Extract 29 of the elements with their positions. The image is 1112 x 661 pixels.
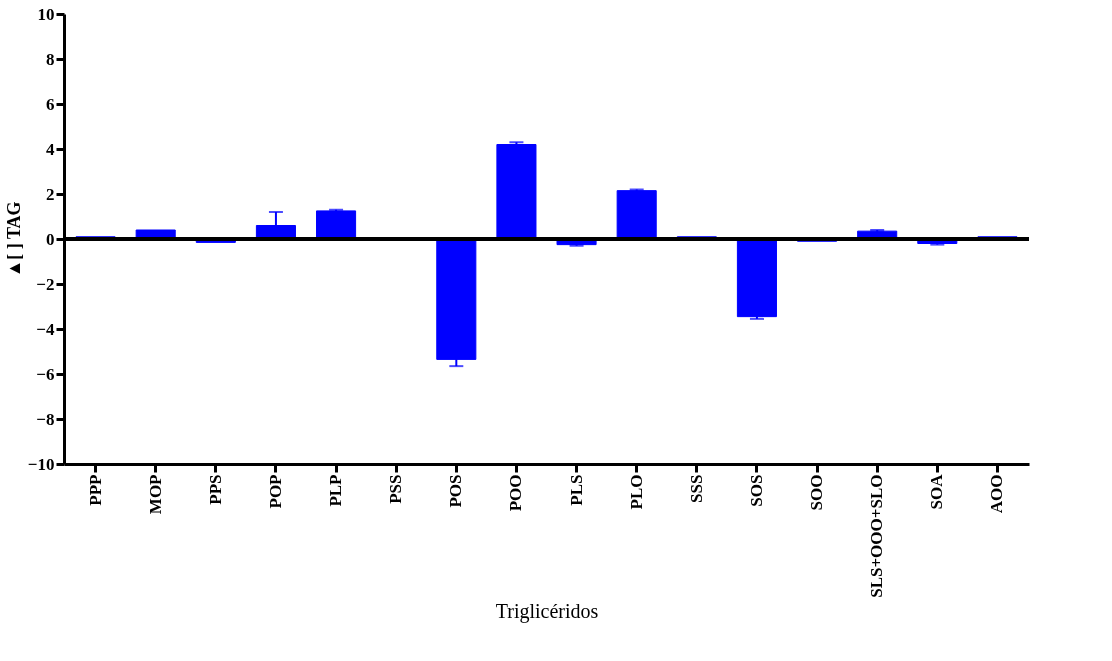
x-tick-label: POP [265,474,285,509]
y-tick-label: 6 [46,94,55,114]
x-tick-label: PPP [85,474,105,506]
y-tick-label: −10 [27,454,55,474]
x-tick-label: PPS [205,474,225,505]
x-tick-label: SOA [927,473,947,510]
x-tick-label: MOP [145,474,165,515]
y-tick-label: 8 [46,49,55,69]
y-tick-label: −8 [36,409,55,429]
x-tick-label: PLO [626,474,646,510]
y-tick-label: −6 [36,364,55,384]
y-axis-title: ▲[ ] TAG [3,201,24,278]
x-tick-label: AOO [987,474,1007,514]
y-tick-label: 10 [37,4,55,24]
x-tick-label: PLP [326,474,346,507]
x-tick-label: SOO [807,474,827,511]
x-tick-label: PLS [566,474,586,506]
y-tick-label: −4 [36,319,55,339]
x-axis-title: Triglicéridos [495,599,599,623]
x-tick-label: POS [446,474,466,508]
x-tick-label: SLS+OOO+SLO [867,474,887,598]
x-tick-label: POO [506,474,526,512]
y-tick-label: −2 [36,274,55,294]
y-tick-label: 2 [46,184,55,204]
x-tick-label: SOS [746,474,766,507]
y-tick-label: 4 [46,139,55,159]
x-tick-label: SSS [686,474,706,503]
x-tick-label: PSS [386,474,406,504]
y-tick-label: 0 [46,229,55,249]
